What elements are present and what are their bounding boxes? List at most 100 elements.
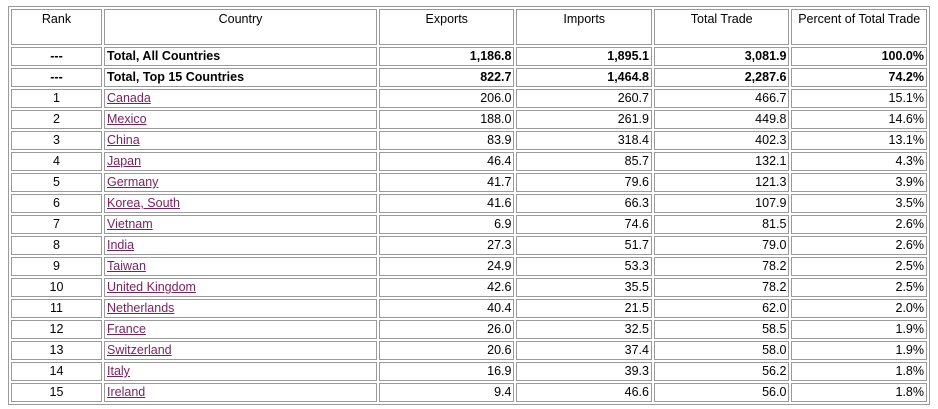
total-trade-cell: 402.3	[653, 131, 790, 150]
exports-cell: 83.9	[379, 131, 515, 150]
total-trade-cell: 78.2	[653, 278, 790, 297]
table-row: 7 Vietnam 6.9 74.6 81.5 2.6%	[11, 215, 927, 234]
country-cell: Vietnam	[104, 215, 377, 234]
imports-cell: 85.7	[516, 152, 652, 171]
percent-cell: 100.0%	[791, 47, 927, 66]
exports-cell: 24.9	[379, 257, 515, 276]
country-cell: Canada	[104, 89, 377, 108]
exports-cell: 188.0	[379, 110, 515, 129]
header-imports: Imports	[516, 9, 652, 45]
total-trade-cell: 58.5	[653, 320, 790, 339]
rank-cell: 9	[11, 257, 102, 276]
trade-partners-table: Rank Country Exports Imports Total Trade…	[8, 6, 930, 405]
country-link[interactable]: China	[107, 133, 140, 147]
percent-cell: 3.5%	[791, 194, 927, 213]
exports-cell: 41.7	[379, 173, 515, 192]
rank-cell: 15	[11, 383, 102, 402]
exports-cell: 9.4	[379, 383, 515, 402]
country-cell: Japan	[104, 152, 377, 171]
rank-cell: ---	[11, 68, 102, 87]
total-trade-cell: 107.9	[653, 194, 790, 213]
exports-cell: 42.6	[379, 278, 515, 297]
country-link[interactable]: Ireland	[107, 385, 146, 399]
country-link[interactable]: Italy	[107, 364, 130, 378]
total-trade-cell: 466.7	[653, 89, 790, 108]
imports-cell: 1,464.8	[516, 68, 652, 87]
table-row: 8 India 27.3 51.7 79.0 2.6%	[11, 236, 927, 255]
exports-cell: 20.6	[379, 341, 515, 360]
imports-cell: 32.5	[516, 320, 652, 339]
table-row: 3 China 83.9 318.4 402.3 13.1%	[11, 131, 927, 150]
country-cell: Netherlands	[104, 299, 377, 318]
total-trade-cell: 121.3	[653, 173, 790, 192]
percent-cell: 3.9%	[791, 173, 927, 192]
rank-cell: ---	[11, 47, 102, 66]
imports-cell: 318.4	[516, 131, 652, 150]
table-row: 13 Switzerland 20.6 37.4 58.0 1.9%	[11, 341, 927, 360]
table-row: 11 Netherlands 40.4 21.5 62.0 2.0%	[11, 299, 927, 318]
country-link[interactable]: United Kingdom	[107, 280, 196, 294]
exports-cell: 6.9	[379, 215, 515, 234]
country-cell: Total, All Countries	[104, 47, 377, 66]
country-link[interactable]: Netherlands	[107, 301, 175, 315]
rank-cell: 1	[11, 89, 102, 108]
table-row: 2 Mexico 188.0 261.9 449.8 14.6%	[11, 110, 927, 129]
percent-cell: 2.0%	[791, 299, 927, 318]
percent-cell: 15.1%	[791, 89, 927, 108]
total-trade-cell: 3,081.9	[653, 47, 790, 66]
table-row: 10 United Kingdom 42.6 35.5 78.2 2.5%	[11, 278, 927, 297]
country-link[interactable]: France	[107, 322, 146, 336]
country-link[interactable]: Taiwan	[107, 259, 146, 273]
table-row: 5 Germany 41.7 79.6 121.3 3.9%	[11, 173, 927, 192]
total-trade-cell: 2,287.6	[653, 68, 790, 87]
imports-cell: 260.7	[516, 89, 652, 108]
imports-cell: 46.6	[516, 383, 652, 402]
country-cell: France	[104, 320, 377, 339]
exports-cell: 46.4	[379, 152, 515, 171]
exports-cell: 1,186.8	[379, 47, 515, 66]
table-header-row: Rank Country Exports Imports Total Trade…	[11, 9, 927, 45]
country-link[interactable]: Vietnam	[107, 217, 153, 231]
total-trade-cell: 449.8	[653, 110, 790, 129]
total-trade-cell: 81.5	[653, 215, 790, 234]
imports-cell: 79.6	[516, 173, 652, 192]
total-row: --- Total, Top 15 Countries 822.7 1,464.8 2,…	[11, 68, 927, 87]
table-row: 9 Taiwan 24.9 53.3 78.2 2.5%	[11, 257, 927, 276]
percent-cell: 74.2%	[791, 68, 927, 87]
percent-cell: 2.6%	[791, 215, 927, 234]
country-link[interactable]: Canada	[107, 91, 151, 105]
exports-cell: 40.4	[379, 299, 515, 318]
country-cell: Mexico	[104, 110, 377, 129]
rank-cell: 10	[11, 278, 102, 297]
percent-cell: 1.8%	[791, 362, 927, 381]
country-link[interactable]: Japan	[107, 154, 142, 168]
total-trade-cell: 58.0	[653, 341, 790, 360]
imports-cell: 21.5	[516, 299, 652, 318]
country-cell: Korea, South	[104, 194, 377, 213]
exports-cell: 26.0	[379, 320, 515, 339]
rank-cell: 4	[11, 152, 102, 171]
total-row: --- Total, All Countries 1,186.8 1,895.1 3,0…	[11, 47, 927, 66]
total-trade-cell: 56.2	[653, 362, 790, 381]
country-link[interactable]: India	[107, 238, 135, 252]
country-link[interactable]: Mexico	[107, 112, 147, 126]
table-row: 15 Ireland 9.4 46.6 56.0 1.8%	[11, 383, 927, 402]
percent-cell: 1.9%	[791, 320, 927, 339]
imports-cell: 66.3	[516, 194, 652, 213]
country-cell: China	[104, 131, 377, 150]
table-row: 6 Korea, South 41.6 66.3 107.9 3.5%	[11, 194, 927, 213]
table-row: 4 Japan 46.4 85.7 132.1 4.3%	[11, 152, 927, 171]
country-link[interactable]: Korea, South	[107, 196, 180, 210]
percent-cell: 14.6%	[791, 110, 927, 129]
total-trade-cell: 78.2	[653, 257, 790, 276]
exports-cell: 16.9	[379, 362, 515, 381]
percent-cell: 2.5%	[791, 257, 927, 276]
country-link[interactable]: Switzerland	[107, 343, 172, 357]
rank-cell: 6	[11, 194, 102, 213]
header-rank: Rank	[11, 9, 102, 45]
header-exports: Exports	[379, 9, 515, 45]
country-link[interactable]: Germany	[107, 175, 159, 189]
country-cell: United Kingdom	[104, 278, 377, 297]
imports-cell: 35.5	[516, 278, 652, 297]
